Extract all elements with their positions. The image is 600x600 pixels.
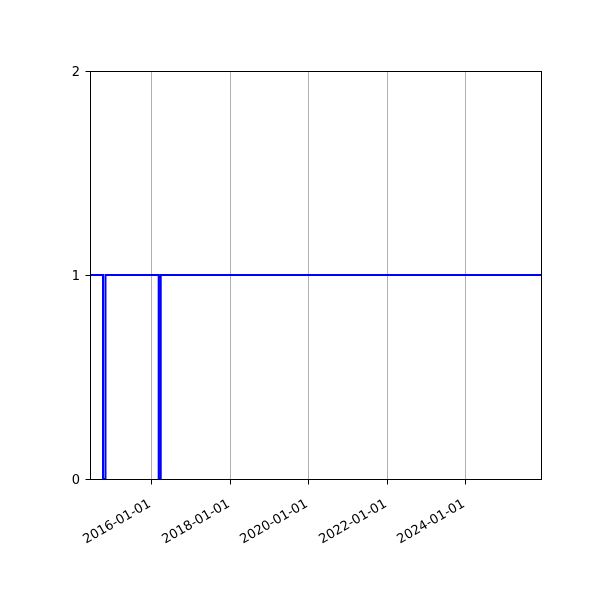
y-tick-label: 1 (72, 269, 80, 284)
x-tick-label: 2024-01-01 (395, 496, 468, 547)
x-tick-label: 2022-01-01 (317, 496, 390, 547)
y-tick-label: 0 (72, 473, 80, 488)
x-tick-label: 2016-01-01 (81, 496, 154, 547)
axis-tick-labels: 2016-01-01 2018-01-01 2020-01-01 2022-01-01… (72, 65, 468, 547)
step-line-series (90, 274, 541, 480)
axis-ticks (85, 71, 466, 485)
series-lines (90, 274, 541, 480)
x-tick-label: 2018-01-01 (160, 496, 233, 547)
x-tick-label: 2020-01-01 (238, 496, 311, 547)
y-tick-label: 2 (72, 65, 80, 80)
